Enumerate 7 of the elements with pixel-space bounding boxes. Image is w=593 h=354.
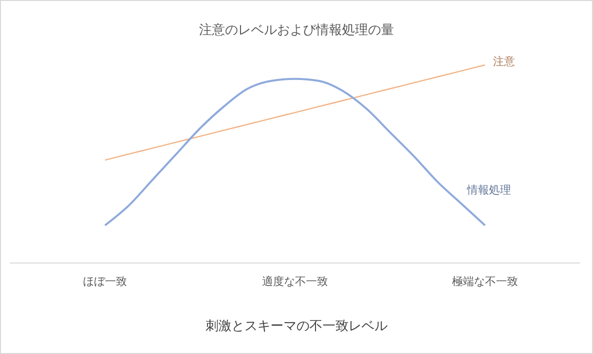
series-label: 情報処理 [466, 183, 511, 196]
x-tick-label: ほぼ一致 [83, 275, 127, 288]
chart-title: 注意のレベルおよび情報処理の量 [199, 23, 394, 38]
x-tick-label: 極端な不一致 [452, 275, 518, 288]
x-axis-title: 刺激とスキーマの不一致レベル [206, 319, 388, 334]
x-tick-label: 適度な不一致 [262, 275, 328, 288]
series-label: 注意 [493, 55, 515, 68]
